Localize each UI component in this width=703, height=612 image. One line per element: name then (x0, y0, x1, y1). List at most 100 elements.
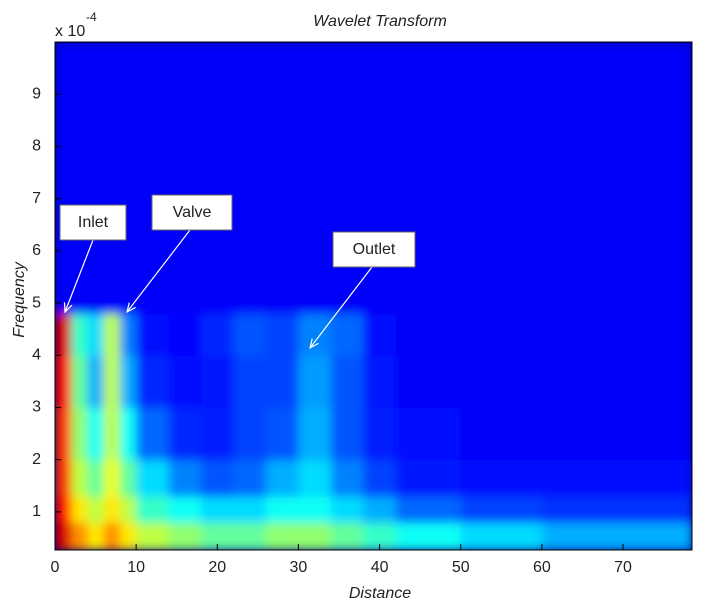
heatmap-cell (168, 522, 202, 550)
heatmap-cell (87, 355, 105, 408)
heatmap-cell (119, 459, 137, 497)
heatmap-cell (541, 407, 624, 461)
heatmap-cell (233, 496, 267, 523)
heatmap-cell (623, 355, 692, 408)
heatmap-cell (298, 313, 332, 356)
heatmap-cell (330, 407, 364, 461)
heatmap-cell (265, 407, 299, 461)
heatmap-cell (168, 355, 202, 408)
heatmap-cell (103, 313, 121, 356)
heatmap-cell (460, 42, 543, 314)
heatmap-cell (119, 42, 137, 314)
heatmap-cell (623, 522, 692, 550)
y-axis-label: Frequency (11, 261, 28, 338)
heatmap-cell (298, 459, 332, 497)
heatmap-cell (71, 496, 88, 523)
heatmap-cell (623, 459, 692, 497)
y-multiplier: x 10 (55, 23, 85, 40)
heatmap-cell (623, 313, 692, 356)
heatmap-cell (136, 496, 170, 523)
heatmap (55, 42, 692, 550)
annotation-label: Inlet (78, 214, 109, 231)
heatmap-cell (87, 313, 105, 356)
heatmap-cell (201, 355, 235, 408)
heatmap-cell (395, 496, 462, 523)
heatmap-cell (298, 522, 332, 550)
heatmap-cell (119, 407, 137, 461)
heatmap-cell (168, 407, 202, 461)
heatmap-cell (363, 496, 397, 523)
heatmap-cell (168, 496, 202, 523)
heatmap-cell (623, 42, 692, 314)
heatmap-cell (330, 459, 364, 497)
heatmap-cell (103, 496, 121, 523)
chart-title: Wavelet Transform (313, 13, 447, 30)
y-tick-label: 7 (32, 190, 41, 207)
heatmap-cell (395, 407, 462, 461)
heatmap-cell (136, 407, 170, 461)
heatmap-cell (541, 42, 624, 314)
heatmap-cell (541, 313, 624, 356)
heatmap-cell (395, 42, 462, 314)
y-tick-label: 8 (32, 138, 41, 155)
heatmap-cell (541, 459, 624, 497)
heatmap-cell (71, 42, 88, 314)
x-tick-label: 70 (614, 559, 632, 576)
x-tick-label: 40 (371, 559, 389, 576)
x-tick-label: 20 (208, 559, 226, 576)
heatmap-cell (233, 42, 267, 314)
x-tick-label: 60 (533, 559, 551, 576)
heatmap-cell (460, 355, 543, 408)
heatmap-cell (136, 42, 170, 314)
heatmap-cell (265, 496, 299, 523)
y-tick-label: 1 (32, 503, 41, 520)
annotation-box (332, 231, 416, 268)
heatmap-cell (233, 407, 267, 461)
heatmap-cell (55, 355, 72, 408)
heatmap-cell (363, 459, 397, 497)
heatmap-cells (55, 42, 692, 550)
heatmap-cell (55, 522, 72, 550)
heatmap-cell (330, 522, 364, 550)
x-tick-label: 50 (452, 559, 470, 576)
y-tick-label: 4 (32, 346, 41, 363)
y-tick-label: 2 (32, 451, 41, 468)
heatmap-cell (55, 459, 72, 497)
heatmap-cell (201, 459, 235, 497)
heatmap-cell (233, 459, 267, 497)
heatmap-cell (265, 355, 299, 408)
heatmap-cell (233, 313, 267, 356)
heatmap-cell (119, 496, 137, 523)
annotation-label: Outlet (353, 241, 396, 258)
heatmap-cell (136, 313, 170, 356)
heatmap-cell (623, 496, 692, 523)
heatmap-cell (71, 459, 88, 497)
y-tick-label: 5 (32, 294, 41, 311)
heatmap-cell (201, 496, 235, 523)
heatmap-cell (265, 42, 299, 314)
heatmap-cell (71, 407, 88, 461)
heatmap-cell (55, 496, 72, 523)
heatmap-cell (119, 355, 137, 408)
heatmap-cell (201, 42, 235, 314)
heatmap-cell (233, 355, 267, 408)
heatmap-cell (460, 522, 543, 550)
heatmap-cell (55, 42, 72, 314)
heatmap-cell (363, 42, 397, 314)
heatmap-cell (103, 522, 121, 550)
heatmap-cell (119, 522, 137, 550)
heatmap-cell (265, 522, 299, 550)
heatmap-cell (363, 407, 397, 461)
heatmap-cell (87, 42, 105, 314)
heatmap-cell (201, 313, 235, 356)
heatmap-cell (460, 459, 543, 497)
heatmap-cell (103, 42, 121, 314)
annotation-box (59, 204, 127, 241)
heatmap-cell (541, 355, 624, 408)
annotation-arrow (127, 229, 191, 312)
annotation-box (151, 194, 233, 231)
heatmap-cell (298, 42, 332, 314)
heatmap-cell (363, 355, 397, 408)
x-axis-label: Distance (349, 585, 411, 602)
